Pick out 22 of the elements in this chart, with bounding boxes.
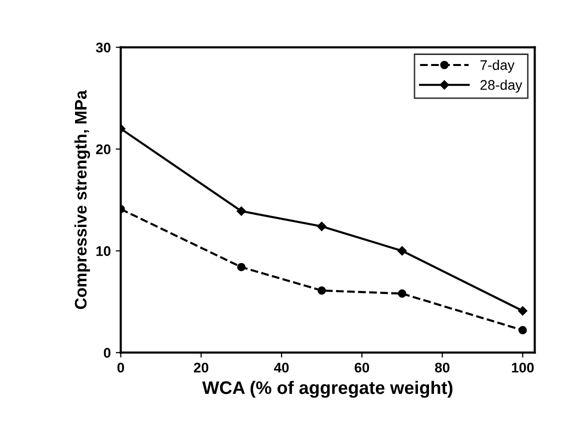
x-tick-label: 80 — [435, 362, 450, 373]
x-tick-label: 20 — [194, 362, 208, 373]
legend-label: 7-day — [480, 60, 515, 73]
point — [237, 262, 246, 272]
legend-label: 28-day — [480, 80, 522, 93]
x-tick-label: 0 — [117, 362, 124, 373]
y-axis-title: Compressive strength, MPa — [74, 90, 90, 310]
point — [317, 222, 326, 232]
point — [398, 289, 406, 298]
point — [518, 306, 528, 316]
point — [318, 286, 326, 295]
point — [518, 326, 527, 334]
y-tick-label: 10 — [96, 246, 110, 256]
x-tick-label: 100 — [512, 362, 534, 373]
y-tick-label: 0 — [104, 348, 110, 358]
x-tick-label: 60 — [354, 362, 370, 373]
y-tick-label: 20 — [96, 144, 110, 154]
point — [397, 246, 407, 256]
x-axis-title: WCA (% of aggregate weight) — [202, 380, 452, 398]
x-tick-label: 40 — [274, 362, 289, 373]
y-tick-label: 30 — [96, 42, 110, 52]
point — [236, 206, 246, 216]
